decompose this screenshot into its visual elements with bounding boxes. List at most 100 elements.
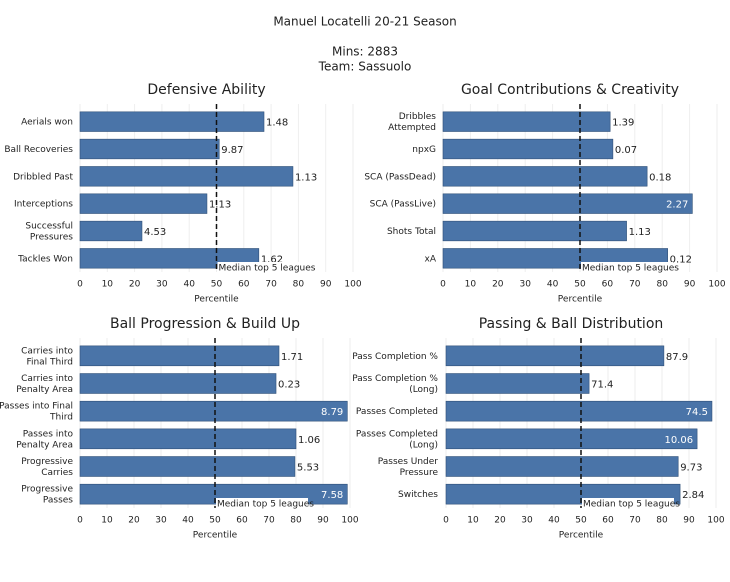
x-axis-label: Percentile	[194, 295, 239, 305]
category-label: npxG	[412, 145, 436, 155]
x-tick-label: 60	[238, 280, 250, 290]
bar	[79, 400, 348, 422]
bar	[79, 373, 277, 394]
bar	[445, 373, 590, 394]
x-axis-label: Percentile	[193, 531, 238, 541]
reference-label: Median top 5 leagues	[217, 500, 314, 510]
stat-label: 1.39	[612, 118, 634, 129]
category-label: Passes Under Pressure	[378, 457, 439, 478]
stat-label: 1.71	[281, 352, 303, 363]
stat-label: 74.5	[686, 407, 708, 418]
x-tick-label: 0	[77, 516, 83, 526]
bar	[442, 193, 693, 214]
x-tick-label: 30	[156, 280, 168, 290]
stat-label: 4.53	[144, 227, 166, 238]
bar	[79, 345, 280, 367]
x-tick-label: 100	[344, 280, 361, 290]
figure-title: Manuel Locatelli 20-21 Season	[273, 15, 456, 29]
stat-label: 1.48	[266, 118, 288, 129]
x-tick-label: 60	[602, 280, 614, 290]
category-label: Passes Completed	[356, 407, 438, 417]
category-label: Ball Recoveries	[4, 145, 73, 155]
team: Team: Sassuolo	[318, 60, 412, 74]
category-label: SCA (PassDead)	[364, 172, 436, 182]
reference-label: Median top 5 leagues	[582, 264, 679, 274]
x-tick-label: 10	[101, 516, 113, 526]
x-tick-label: 60	[236, 516, 248, 526]
x-tick-label: 100	[708, 280, 725, 290]
panel-title: Goal Contributions & Creativity	[461, 82, 679, 98]
x-axis-label: Percentile	[558, 295, 603, 305]
stat-label: 87.9	[666, 352, 688, 363]
category-label: Dribbled Past	[13, 172, 73, 182]
x-tick-label: 70	[263, 516, 275, 526]
stat-label: 10.06	[664, 435, 693, 446]
stat-label: 1.06	[298, 435, 320, 446]
category-label: SCA (PassLive)	[370, 199, 436, 209]
x-tick-label: 90	[320, 280, 332, 290]
category-label: Dribbles Attempted	[388, 112, 436, 133]
x-tick-label: 40	[183, 280, 195, 290]
x-tick-label: 80	[293, 280, 305, 290]
x-tick-label: 20	[492, 280, 504, 290]
x-tick-label: 20	[494, 516, 506, 526]
x-tick-label: 60	[602, 516, 614, 526]
x-tick-label: 80	[656, 280, 668, 290]
category-label: Shots Total	[387, 227, 436, 237]
x-tick-label: 30	[521, 516, 533, 526]
category-label: xA	[425, 254, 437, 264]
category-label: Passes into Final Third	[0, 401, 73, 422]
x-tick-label: 0	[440, 280, 446, 290]
x-tick-label: 10	[467, 516, 479, 526]
reference-label-box	[217, 262, 310, 274]
stat-label: 71.4	[591, 380, 613, 391]
stat-label: 0.23	[278, 380, 300, 391]
category-label: Progressive Carries	[21, 457, 73, 478]
bar	[442, 138, 614, 160]
reference-label-box	[582, 498, 674, 510]
bar	[79, 220, 143, 242]
bar	[445, 456, 679, 477]
stat-label: 5.53	[297, 463, 319, 474]
x-tick-label: 10	[465, 280, 477, 290]
bar	[79, 193, 208, 214]
category-label: Carries into Penalty Area	[16, 374, 73, 395]
category-label: Interceptions	[14, 199, 73, 209]
x-tick-label: 70	[265, 280, 277, 290]
minutes: Mins: 2883	[332, 45, 398, 59]
x-tick-label: 30	[519, 280, 531, 290]
bar	[442, 166, 648, 187]
category-label: Passes into Penalty Area	[16, 429, 73, 450]
reference-label-box	[581, 262, 673, 274]
x-tick-label: 30	[155, 516, 167, 526]
x-tick-label: 40	[182, 516, 194, 526]
reference-label: Median top 5 leagues	[219, 264, 316, 274]
x-tick-label: 10	[102, 280, 114, 290]
stat-label: 0.07	[615, 145, 637, 156]
x-tick-label: 80	[656, 516, 668, 526]
bar	[445, 428, 698, 450]
reference-label: Median top 5 leagues	[583, 500, 680, 510]
category-label: Passes Completed (Long)	[356, 429, 438, 450]
x-tick-label: 100	[341, 516, 358, 526]
bar	[79, 456, 296, 477]
category-label: Pass Completion %	[352, 351, 438, 361]
category-label: Carries into Final Third	[21, 346, 73, 367]
category-label: Aerials won	[21, 117, 73, 127]
x-tick-label: 50	[574, 280, 586, 290]
bar	[79, 248, 260, 269]
stat-label: 8.79	[321, 407, 343, 418]
x-tick-label: 40	[548, 516, 560, 526]
stat-label: 1.13	[209, 200, 231, 211]
category-label: Successful Pressures	[25, 221, 73, 242]
reference-label-box	[216, 498, 308, 510]
bar	[79, 138, 220, 160]
x-tick-label: 50	[575, 516, 587, 526]
bar	[445, 400, 713, 422]
x-tick-label: 50	[209, 516, 221, 526]
x-tick-label: 70	[629, 280, 641, 290]
stat-label: 1.62	[261, 254, 283, 265]
bar	[442, 111, 611, 132]
stat-label: 9.87	[221, 145, 243, 156]
